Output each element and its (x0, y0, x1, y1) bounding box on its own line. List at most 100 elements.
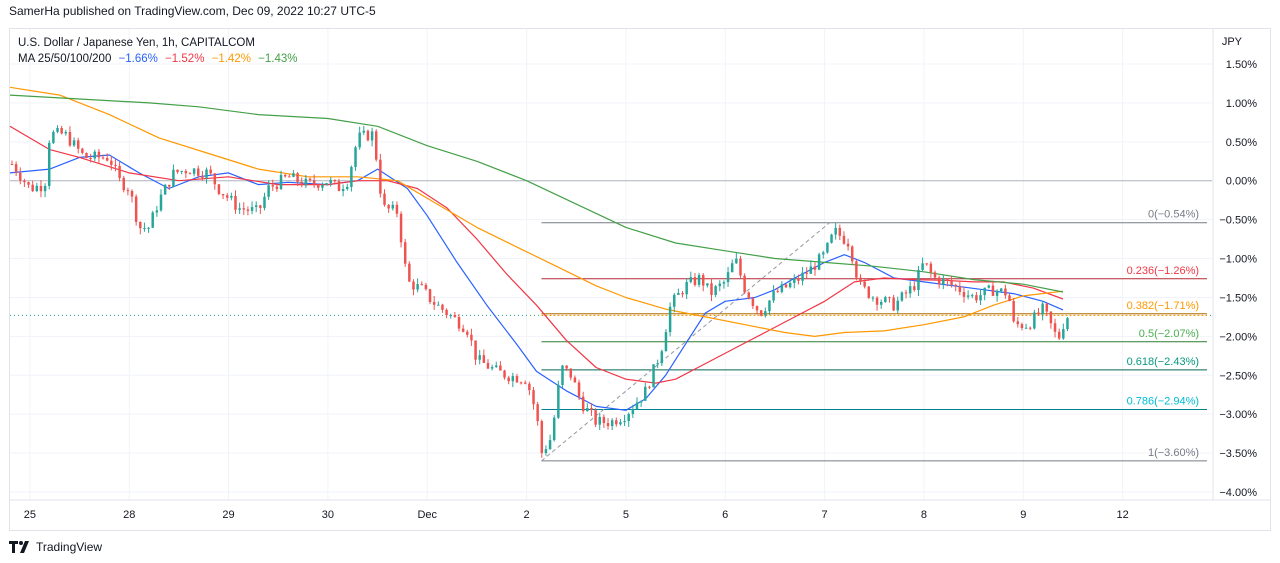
candle-up (644, 386, 647, 401)
chart-frame (9, 28, 1271, 531)
candle-down (374, 131, 378, 160)
candle-up (660, 351, 664, 364)
candle-up (238, 208, 241, 210)
candle-up (267, 185, 270, 197)
candle-up (490, 367, 494, 369)
candle-down (68, 132, 72, 146)
candle-down (925, 263, 928, 265)
candle-down (23, 180, 26, 183)
candle-up (801, 272, 804, 281)
fib-level-label: 0.786(−2.94%) (1127, 396, 1199, 408)
candle-down (81, 148, 84, 153)
candle-down (581, 396, 585, 412)
candle-up (511, 376, 515, 382)
candle-up (619, 422, 622, 425)
candle-down (962, 291, 966, 297)
candle-down (366, 130, 370, 141)
candle-up (809, 266, 813, 274)
candle-up (668, 306, 672, 333)
moving-averages-layer (9, 86, 1064, 411)
y-tick-label: −1.50% (1219, 292, 1257, 304)
candle-down (958, 286, 962, 292)
candle-down (929, 263, 933, 273)
candle-up (159, 194, 163, 211)
candle-down (648, 386, 651, 388)
candle-up (254, 205, 258, 208)
candle-up (735, 258, 738, 264)
candle-down (242, 208, 246, 210)
candle-down (606, 423, 610, 427)
candle-up (230, 195, 233, 198)
candle-down (420, 284, 424, 286)
y-tick-label: −3.50% (1219, 448, 1257, 460)
candle-down (134, 196, 138, 222)
candle-down (573, 377, 577, 383)
candle-down (850, 246, 854, 262)
candle-down (296, 173, 299, 182)
candle-down (892, 297, 895, 311)
candle-up (561, 365, 564, 386)
candle-down (499, 365, 502, 371)
candle-up (52, 131, 55, 143)
symbol-title[interactable]: U.S. Dollar / Japanese Yen, 1h, CAPITALC… (18, 37, 255, 49)
candle-up (341, 188, 345, 192)
candle-up (639, 400, 643, 403)
candle-down (387, 204, 390, 209)
candle-up (685, 281, 688, 295)
candle-down (168, 184, 171, 187)
candle-up (192, 168, 196, 174)
y-tick-label: −4.00% (1219, 487, 1257, 499)
candle-down (937, 277, 941, 285)
candle-down (60, 127, 63, 134)
ma-label: MA 25/50/100/200 (18, 53, 112, 65)
candle-down (461, 328, 465, 332)
ma-legend-row[interactable]: MA 25/50/100/200 −1.66% −1.52% −1.42% −1… (18, 51, 297, 67)
candle-up (631, 409, 635, 415)
footer: TradingView (9, 537, 102, 557)
candle-up (43, 185, 47, 192)
candle-down (445, 309, 448, 316)
x-tick-label: 25 (24, 509, 36, 521)
candle-down (470, 334, 473, 341)
candle-down (184, 171, 188, 174)
x-tick-label: 6 (722, 509, 728, 521)
candle-down (875, 297, 879, 305)
x-tick-label: 29 (222, 509, 234, 521)
candle-down (14, 164, 18, 173)
candle-down (739, 258, 742, 276)
candle-up (180, 171, 183, 173)
candle-down (577, 382, 581, 397)
ma-line-ma-100 (9, 86, 1064, 337)
y-tick-label: 0.50% (1226, 137, 1257, 149)
candle-up (979, 295, 982, 301)
candle-down (97, 151, 101, 158)
candle-up (147, 227, 150, 229)
candle-up (772, 291, 775, 301)
candle-down (114, 164, 117, 166)
candle-up (689, 277, 693, 282)
footer-brand[interactable]: TradingView (36, 540, 103, 554)
y-tick-label: −3.00% (1219, 409, 1257, 421)
candle-up (557, 385, 560, 418)
candle-up (304, 178, 308, 186)
candle-down (85, 152, 88, 158)
fib-level-label: 1(−3.60%) (1148, 447, 1199, 459)
tradingview-logo-icon[interactable] (9, 541, 31, 553)
candle-up (764, 311, 767, 316)
candle-down (950, 280, 953, 285)
candle-up (966, 295, 970, 297)
candle-up (598, 416, 601, 425)
y-tick-label: −2.00% (1219, 331, 1257, 343)
candle-down (904, 292, 908, 294)
candle-down (855, 261, 858, 278)
candle-down (1049, 311, 1053, 324)
candle-up (321, 184, 324, 188)
x-tick-label: 12 (1116, 509, 1128, 521)
candle-up (354, 147, 357, 167)
candle-down (838, 227, 842, 236)
candle-down (528, 383, 531, 391)
candle-down (536, 404, 539, 422)
fib-trend-line (541, 222, 830, 462)
candle-down (105, 157, 109, 161)
